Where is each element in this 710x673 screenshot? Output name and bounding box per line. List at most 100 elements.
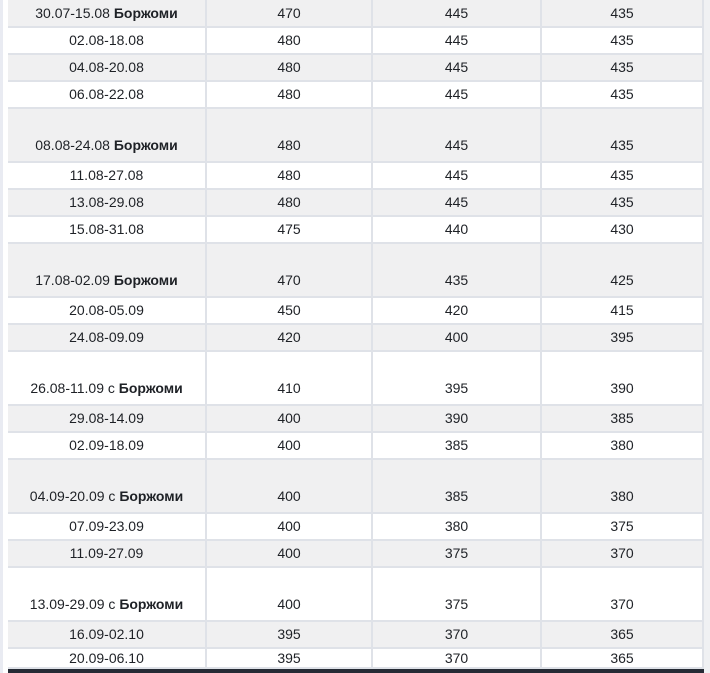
- date-range-text: 07.09-23.09: [69, 518, 144, 534]
- price-cell-1: 400: [207, 568, 373, 620]
- table-row: 04.08-20.08 480 445 435: [8, 55, 704, 82]
- price-cell-2: 420: [373, 298, 542, 323]
- price-cell-1: 470: [207, 0, 373, 26]
- price-cell-3: 435: [542, 28, 704, 53]
- dates-cell: 26.08-11.09 с Боржоми: [8, 352, 207, 404]
- price-cell-1: 410: [207, 352, 373, 404]
- date-range-text: 26.08-11.09 с: [30, 380, 119, 396]
- table-row: 06.08-22.08 480 445 435: [8, 82, 704, 109]
- dates-cell: 15.08-31.08: [8, 217, 207, 242]
- price-cell-3: 375: [542, 514, 704, 539]
- price-cell-1: 470: [207, 244, 373, 296]
- price-cell-2: 380: [373, 514, 542, 539]
- price-cell-2: 375: [373, 541, 542, 566]
- dates-cell: 04.09-20.09 с Боржоми: [8, 460, 207, 512]
- price-cell-3: 435: [542, 0, 704, 26]
- price-cell-1: 480: [207, 190, 373, 215]
- price-cell-2: 385: [373, 433, 542, 458]
- next-section-header-edge: [8, 669, 704, 673]
- price-cell-3: 380: [542, 433, 704, 458]
- date-range-text: 04.09-20.09 с: [29, 488, 120, 504]
- table-row: 26.08-11.09 с Боржоми 410 395 390: [8, 352, 704, 406]
- table-row: 04.09-20.09 с Боржоми 400 385 380: [8, 460, 704, 514]
- date-range-text: 20.09-06.10: [69, 649, 144, 666]
- table-row: 20.08-05.09 450 420 415: [8, 298, 704, 325]
- dates-cell: 20.08-05.09: [8, 298, 207, 323]
- dates-cell: 11.08-27.08: [8, 163, 207, 188]
- price-cell-3: 415: [542, 298, 704, 323]
- table-row: 13.08-29.08 480 445 435: [8, 190, 704, 217]
- price-cell-3: 435: [542, 190, 704, 215]
- right-edge-strip: [704, 0, 710, 673]
- price-cell-3: 370: [542, 541, 704, 566]
- price-cell-2: 445: [373, 28, 542, 53]
- price-cell-3: 435: [542, 82, 704, 107]
- price-table: 30.07-15.08 Боржоми 470 445 435 02.08-18…: [8, 0, 704, 673]
- date-range-text: 17.08-02.09: [35, 272, 114, 288]
- date-range-text: 02.08-18.08: [69, 32, 144, 48]
- dates-cell: 30.07-15.08 Боржоми: [8, 0, 207, 26]
- price-cell-3: 395: [542, 325, 704, 350]
- borjomi-label: Боржоми: [119, 488, 184, 504]
- date-range-text: 04.08-20.08: [69, 59, 144, 75]
- dates-cell: 13.08-29.08: [8, 190, 207, 215]
- table-row: 30.07-15.08 Боржоми 470 445 435: [8, 0, 704, 28]
- price-cell-3: 430: [542, 217, 704, 242]
- price-cell-1: 480: [207, 82, 373, 107]
- price-cell-2: 385: [373, 460, 542, 512]
- price-cell-1: 480: [207, 109, 373, 161]
- date-range-text: 16.09-02.10: [69, 626, 144, 642]
- price-cell-1: 420: [207, 325, 373, 350]
- borjomi-label: Боржоми: [118, 380, 183, 396]
- dates-cell: 24.08-09.09: [8, 325, 207, 350]
- date-range-text: 24.08-09.09: [69, 329, 144, 345]
- price-cell-3: 425: [542, 244, 704, 296]
- date-range-text: 13.09-29.09 с: [29, 596, 120, 612]
- table-row: 13.09-29.09 с Боржоми 400 375 370: [8, 568, 704, 622]
- price-cell-3: 435: [542, 163, 704, 188]
- price-cell-1: 400: [207, 406, 373, 431]
- date-range-text: 08.08-24.08: [35, 137, 114, 153]
- borjomi-label: Боржоми: [113, 137, 178, 153]
- dates-cell: 29.08-14.09: [8, 406, 207, 431]
- price-cell-2: 445: [373, 82, 542, 107]
- date-range-text: 20.08-05.09: [69, 302, 144, 318]
- table-row: 20.09-06.10 395 370 365: [8, 649, 704, 669]
- price-cell-3: 390: [542, 352, 704, 404]
- price-cell-3: 365: [542, 649, 704, 667]
- price-cell-1: 480: [207, 55, 373, 80]
- table-row: 02.09-18.09 400 385 380: [8, 433, 704, 460]
- price-cell-3: 385: [542, 406, 704, 431]
- price-cell-3: 435: [542, 109, 704, 161]
- dates-cell: 13.09-29.09 с Боржоми: [8, 568, 207, 620]
- price-cell-2: 445: [373, 55, 542, 80]
- price-cell-3: 435: [542, 55, 704, 80]
- date-range-text: 15.08-31.08: [69, 221, 144, 237]
- price-cell-3: 380: [542, 460, 704, 512]
- table-row: 17.08-02.09 Боржоми 470 435 425: [8, 244, 704, 298]
- date-range-text: 30.07-15.08: [35, 4, 114, 21]
- price-cell-2: 390: [373, 406, 542, 431]
- table-row: 16.09-02.10 395 370 365: [8, 622, 704, 649]
- price-cell-2: 395: [373, 352, 542, 404]
- price-cell-1: 450: [207, 298, 373, 323]
- table-row: 02.08-18.08 480 445 435: [8, 28, 704, 55]
- price-cell-1: 400: [207, 514, 373, 539]
- price-cell-2: 370: [373, 622, 542, 647]
- price-cell-2: 370: [373, 649, 542, 667]
- price-cell-1: 480: [207, 28, 373, 53]
- date-range-text: 29.08-14.09: [69, 410, 144, 426]
- price-table-body: 30.07-15.08 Боржоми 470 445 435 02.08-18…: [8, 0, 704, 669]
- price-cell-1: 400: [207, 460, 373, 512]
- borjomi-label: Боржоми: [113, 4, 178, 21]
- borjomi-label: Боржоми: [113, 272, 178, 288]
- table-row: 11.08-27.08 480 445 435: [8, 163, 704, 190]
- dates-cell: 16.09-02.10: [8, 622, 207, 647]
- dates-cell: 02.09-18.09: [8, 433, 207, 458]
- price-cell-2: 375: [373, 568, 542, 620]
- page-left-edge: [0, 0, 3, 673]
- price-cell-1: 395: [207, 622, 373, 647]
- table-row: 15.08-31.08 475 440 430: [8, 217, 704, 244]
- borjomi-label: Боржоми: [119, 596, 184, 612]
